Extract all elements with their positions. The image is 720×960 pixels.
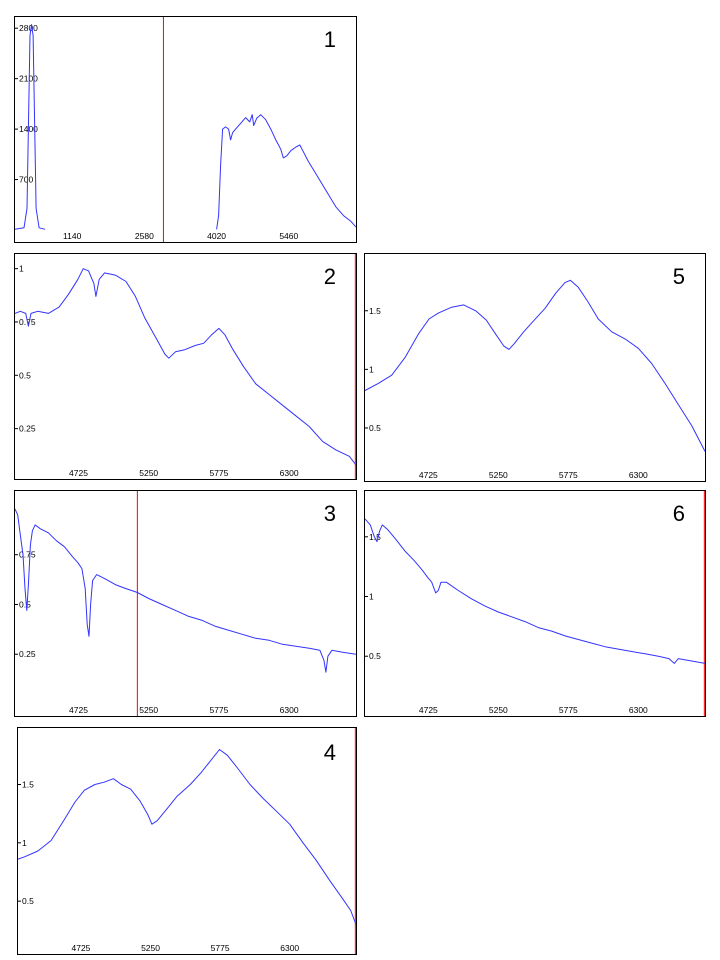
x-tick-label: 6300 — [280, 705, 299, 715]
y-tick-label: 1 — [19, 264, 24, 274]
panel-number: 2 — [323, 264, 336, 289]
chart-panel-2: 0.25 0.5 0.75 1 4725 5250 5775 6300 2 — [14, 253, 357, 480]
y-tick-label: 2100 — [19, 74, 38, 84]
spectrum-line — [216, 114, 356, 230]
x-tick-label: 5775 — [559, 470, 578, 480]
y-tick-label: 0.5 — [22, 896, 34, 906]
x-tick-label: 1140 — [63, 231, 82, 241]
x-tick-label: 4020 — [207, 231, 226, 241]
y-tick-label: 1 — [369, 592, 374, 602]
y-tick-label: 1 — [369, 364, 374, 374]
x-tick-label: 5250 — [139, 468, 158, 478]
x-tick-label: 5775 — [211, 943, 230, 953]
y-tick-label: 1.5 — [369, 532, 381, 542]
y-tick-label: 0.5 — [369, 423, 381, 433]
spectrum-line — [15, 268, 356, 466]
panel-number: 3 — [323, 501, 336, 526]
x-tick-label: 6300 — [629, 470, 648, 480]
chart-svg: 0.5 1 1.5 4725 5250 5775 6300 — [18, 728, 356, 954]
x-tick-label: 5775 — [209, 705, 228, 715]
y-tick-label: 0.25 — [19, 649, 36, 659]
x-tick-label: 5775 — [209, 468, 228, 478]
x-tick-label: 5250 — [141, 943, 160, 953]
chart-panel-6: 0.5 1 1.5 4725 5250 5775 6300 6 — [364, 490, 706, 717]
chart-panel-4: 0.5 1 1.5 4725 5250 5775 6300 4 — [17, 727, 357, 955]
spectrum-line — [18, 749, 356, 925]
x-tick-label: 5250 — [489, 705, 508, 715]
x-tick-label: 5250 — [139, 705, 158, 715]
panel-number: 1 — [323, 27, 336, 52]
spectrum-line — [365, 279, 705, 452]
x-tick-label: 4725 — [69, 705, 88, 715]
x-tick-label: 6300 — [280, 468, 299, 478]
y-tick-label: 700 — [19, 175, 33, 185]
y-tick-label: 1.5 — [22, 780, 34, 790]
y-tick-label: 1 — [22, 838, 27, 848]
y-tick-label: 0.5 — [19, 370, 31, 380]
x-tick-label: 5775 — [559, 705, 578, 715]
x-tick-label: 4725 — [419, 705, 438, 715]
spectrum-line — [15, 24, 46, 230]
chart-panel-3: 0.25 0.5 0.75 4725 5250 5775 6300 3 — [14, 490, 357, 717]
spectrum-line — [365, 518, 705, 664]
y-tick-label: 0.5 — [19, 599, 31, 609]
panel-number: 4 — [323, 740, 336, 765]
chart-svg: 0.5 1 1.5 4725 5250 5775 6300 — [365, 279, 705, 480]
x-tick-label: 2580 — [135, 231, 154, 241]
x-tick-label: 5460 — [279, 231, 298, 241]
panel-number: 5 — [672, 264, 685, 289]
x-tick-label: 6300 — [280, 943, 299, 953]
chart-panel-5: 0.5 1 1.5 4725 5250 5775 6300 5 — [364, 253, 706, 482]
chart-svg: 0.25 0.5 0.75 4725 5250 5775 6300 — [15, 491, 356, 716]
y-tick-label: 0.5 — [369, 651, 381, 661]
panel-number: 6 — [672, 501, 685, 526]
x-tick-label: 5250 — [489, 470, 508, 480]
x-tick-label: 6300 — [629, 705, 648, 715]
spectrum-line — [15, 508, 356, 673]
y-tick-label: 0.75 — [19, 550, 36, 560]
y-tick-label: 2800 — [19, 23, 38, 33]
y-tick-label: 1.5 — [369, 306, 381, 316]
y-tick-label: 0.25 — [19, 424, 36, 434]
x-tick-label: 4725 — [419, 470, 438, 480]
chart-panel-1: 700 1400 2100 2800 1140 2580 4020 5460 1 — [14, 16, 357, 243]
x-tick-label: 4725 — [69, 468, 88, 478]
x-tick-label: 4725 — [71, 943, 90, 953]
chart-svg: 0.5 1 1.5 4725 5250 5775 6300 — [365, 491, 705, 716]
